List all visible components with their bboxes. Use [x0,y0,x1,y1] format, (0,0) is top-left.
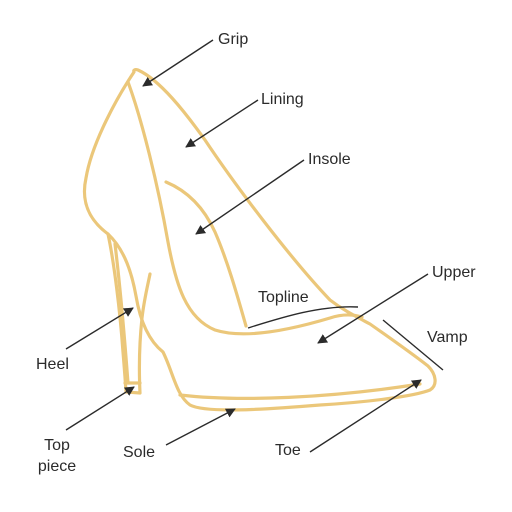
callout-arrows [65,39,429,453]
heel-arrow [65,307,134,350]
sole-inner-line [178,382,422,400]
shoe-lining-outline [126,80,364,336]
heel-inner-line [113,242,130,385]
label-insole: Insole [308,151,351,168]
label-vamp: Vamp [427,329,468,346]
vamp-pointer [382,319,444,371]
sole-arrow [165,408,236,446]
label-heel: Heel [36,356,69,373]
label-top-piece-line1: Top [44,437,70,454]
top-piece-arrow [65,386,135,431]
label-lining: Lining [261,91,304,108]
shoe-outline [82,68,437,412]
label-topline: Topline [258,289,309,306]
toe-arrow [309,379,422,453]
upper-arrow [317,273,429,344]
insole-arrow [195,159,305,235]
topline-pointer [247,306,359,329]
shoe-back-outline [82,68,437,412]
label-top-piece-line2: piece [37,458,77,475]
label-grip: Grip [218,31,249,48]
grip-arrow [142,39,214,87]
label-sole: Sole [123,444,156,461]
heel-outline [106,232,152,395]
shoe-insole-outline [164,180,248,328]
label-toe: Toe [275,442,301,459]
label-top-piece: Top piece [32,437,82,476]
label-upper: Upper [432,264,476,281]
lining-arrow [185,99,259,148]
